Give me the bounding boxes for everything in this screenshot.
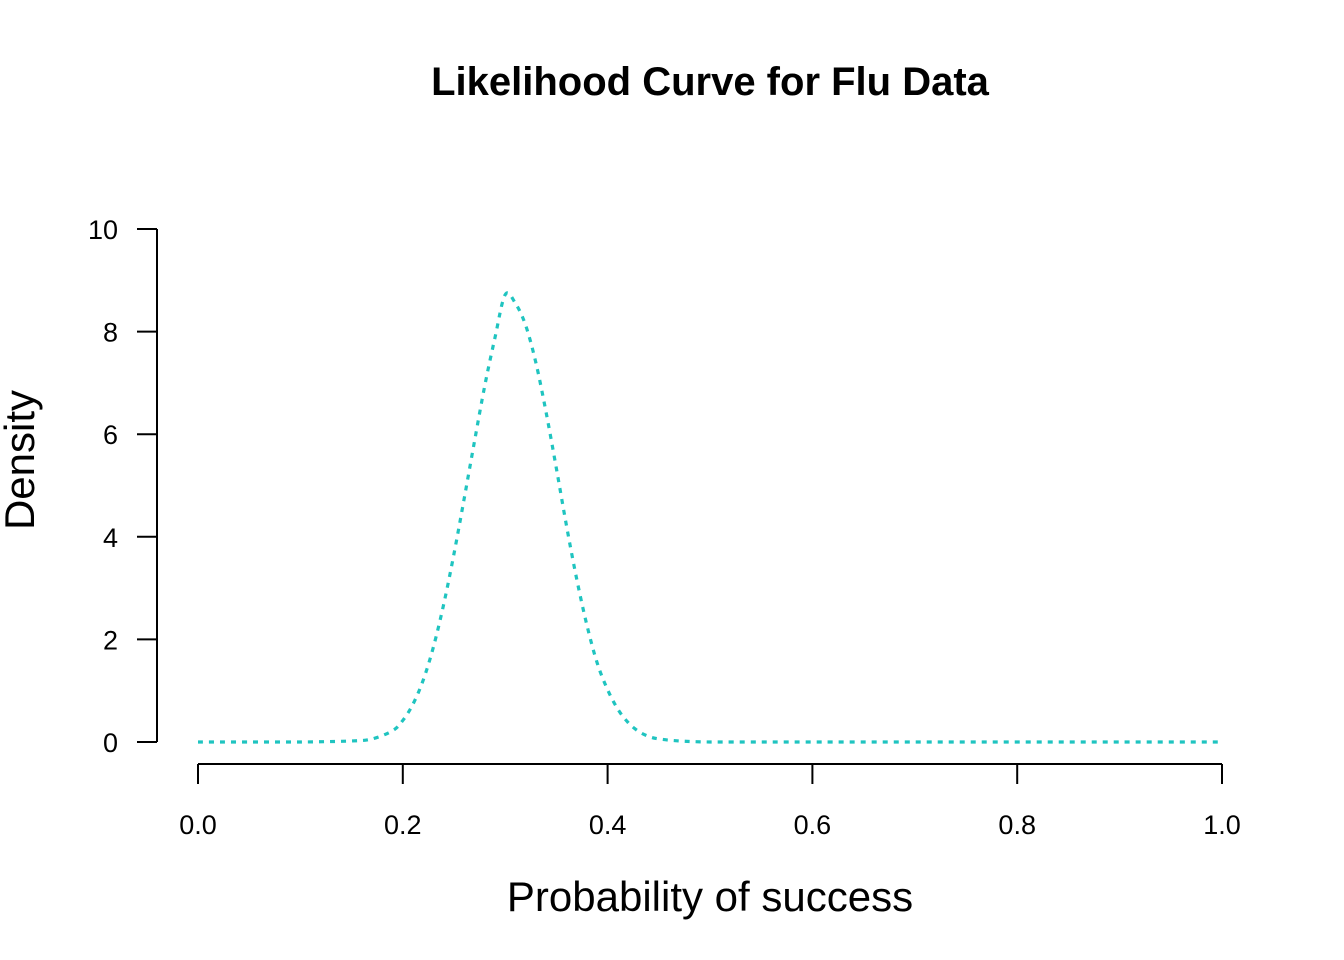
x-tick-label-3: 0.6 <box>794 810 832 840</box>
x-tick-label-2: 0.4 <box>589 810 627 840</box>
x-tick-label-1: 0.2 <box>384 810 422 840</box>
y-tick-label-1: 2 <box>103 625 118 655</box>
x-axis: 0.0 0.2 0.4 0.6 0.8 1.0 <box>179 763 1241 840</box>
y-tick-label-5: 10 <box>88 215 118 245</box>
y-axis: 0 2 4 6 8 10 <box>88 215 158 758</box>
series-line-0 <box>197 291 1222 744</box>
x-axis-label: Probability of success <box>507 873 913 920</box>
plot-area <box>197 291 1222 744</box>
y-tick-label-2: 4 <box>103 523 118 553</box>
y-axis-label: Density <box>0 390 43 530</box>
x-tick-label-4: 0.8 <box>998 810 1036 840</box>
chart-title: Likelihood Curve for Flu Data <box>431 60 990 104</box>
y-tick-label-4: 8 <box>103 318 118 348</box>
y-tick-label-0: 0 <box>103 728 118 758</box>
x-tick-label-5: 1.0 <box>1203 810 1241 840</box>
x-tick-label-0: 0.0 <box>179 810 217 840</box>
y-tick-label-3: 6 <box>103 420 118 450</box>
